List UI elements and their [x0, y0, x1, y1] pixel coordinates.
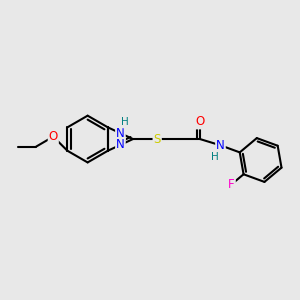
Text: N: N [116, 127, 125, 140]
Text: H: H [212, 152, 219, 162]
Text: H: H [121, 117, 129, 128]
Text: F: F [228, 178, 235, 191]
Text: N: N [216, 139, 225, 152]
Text: O: O [195, 116, 205, 128]
Text: O: O [49, 130, 58, 143]
Text: N: N [116, 138, 125, 152]
Text: S: S [154, 133, 161, 146]
